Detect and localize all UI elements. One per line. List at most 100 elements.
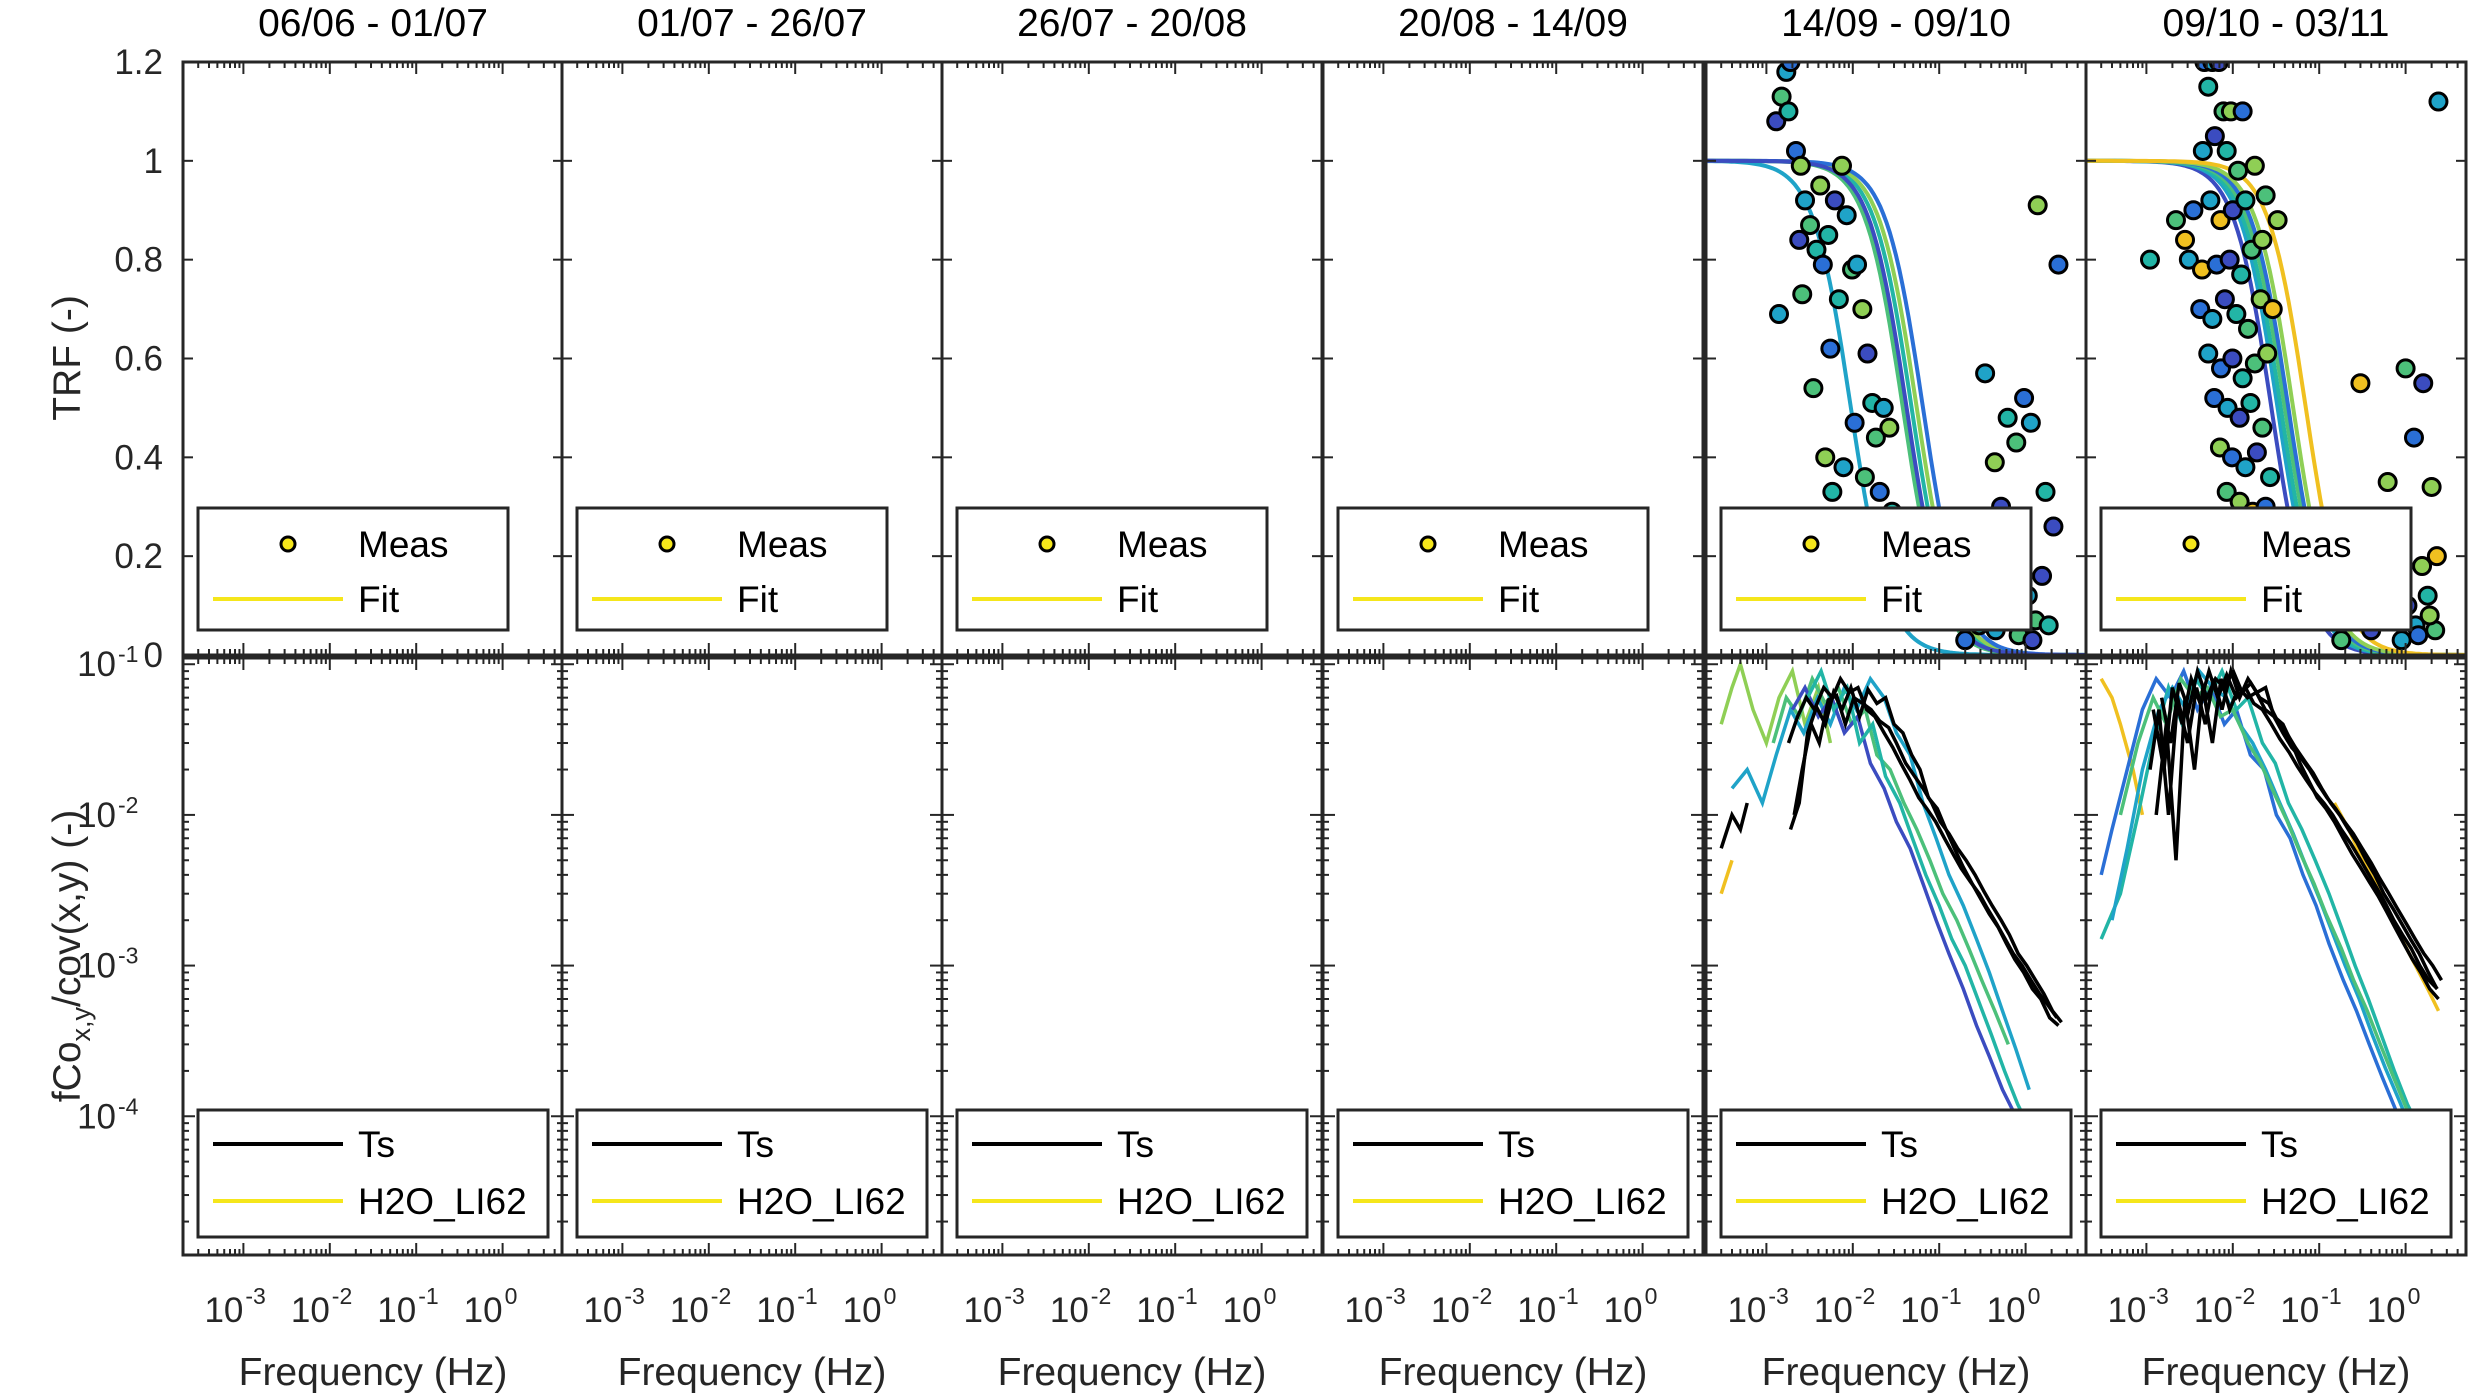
legend-meas-marker [279, 535, 297, 553]
legend-ts-label: Ts [737, 1124, 774, 1165]
meas-point [1852, 299, 1873, 320]
meas-point [2032, 565, 2053, 586]
y-axis-label-trf: TRF (-) [46, 295, 89, 421]
meas-point [2178, 249, 2199, 270]
meas-point [1818, 224, 1839, 245]
legend-meas-marker [1419, 535, 1437, 553]
meas-point [2192, 140, 2213, 161]
meas-point [2232, 101, 2253, 122]
y-tick-label: 0.8 [114, 241, 163, 280]
meas-point [2048, 254, 2069, 275]
meas-point [2226, 304, 2247, 325]
x-tick-exponent: 0 [2028, 1283, 2041, 1309]
legend-ts-label: Ts [358, 1124, 395, 1165]
x-tick-label: 10 -3 [1727, 1283, 1788, 1330]
legend-fit-label: Fit [1498, 579, 1540, 620]
legend-box [1336, 1108, 1690, 1239]
meas-point [2240, 392, 2261, 413]
y-tick-exponent: -1 [118, 641, 138, 667]
meas-point [2267, 210, 2288, 231]
meas-point [2198, 76, 2219, 97]
meas-point [1815, 447, 1836, 468]
x-tick-exponent: 0 [1264, 1283, 1277, 1309]
x-tick-label: 10 -2 [1050, 1283, 1111, 1330]
legend-h2o-label: H2O_LI62 [737, 1181, 906, 1222]
meas-point [2183, 200, 2204, 221]
meas-point [2395, 358, 2416, 379]
meas-point [2198, 343, 2219, 364]
meas-point [1857, 343, 1878, 364]
legend-h2o-label: H2O_LI62 [1498, 1181, 1667, 1222]
meas-point [1822, 481, 1843, 502]
x-tick-label: 10 0 [2367, 1283, 2421, 1330]
legend-trf: Meas Fit [575, 506, 889, 632]
x-tick-base: 10 [1727, 1291, 1766, 1330]
x-tick-base: 10 [1987, 1291, 2026, 1330]
panel-title: 06/06 - 01/07 [258, 2, 488, 45]
legend-meas-label: Meas [737, 524, 827, 565]
x-tick-label: 10 -3 [963, 1283, 1024, 1330]
h2o-cospectrum-line [2099, 666, 2436, 1163]
meas-point [2204, 388, 2225, 409]
legend-h2o-label: H2O_LI62 [1881, 1181, 2050, 1222]
x-tick-label: 10 0 [843, 1283, 897, 1330]
x-tick-base: 10 [670, 1291, 709, 1330]
x-tick-exponent: -2 [1855, 1283, 1875, 1309]
x-tick-exponent: -3 [624, 1283, 644, 1309]
meas-point [1844, 412, 1865, 433]
legend-meas-label: Meas [2261, 524, 2351, 565]
meas-point [2235, 190, 2256, 211]
meas-point [1828, 289, 1849, 310]
x-tick-label: 10 -1 [2280, 1283, 2341, 1330]
ts-cospectrum-line [1792, 692, 2063, 1024]
y-tick-label: 0.2 [114, 537, 163, 576]
meas-point [2232, 368, 2253, 389]
legend-trf: Meas Fit [1719, 506, 2033, 632]
meas-point [2426, 546, 2447, 567]
ts-cospectrum-line [2159, 664, 2439, 990]
legend-ts-label: Ts [1117, 1124, 1154, 1165]
x-tick-label: 10 -3 [1344, 1283, 1405, 1330]
meas-point [2238, 318, 2259, 339]
y-tick-base: 10 [77, 947, 116, 986]
meas-point [2222, 200, 2243, 221]
y-tick-exponent: -2 [118, 792, 138, 818]
x-tick-base: 10 [1136, 1291, 1175, 1330]
meas-point [2377, 472, 2398, 493]
legend-cospectra: Ts H2O_LI62 [2099, 1108, 2453, 1239]
legend-box [1719, 1108, 2073, 1239]
panel-title: 09/10 - 03/11 [2163, 2, 2390, 45]
meas-point [1820, 338, 1841, 359]
x-tick-base: 10 [464, 1291, 503, 1330]
legend-box [2099, 1108, 2453, 1239]
x-tick-label: 10 -1 [1136, 1283, 1197, 1330]
legend-box [1336, 506, 1650, 632]
legend-h2o-label: H2O_LI62 [358, 1181, 527, 1222]
meas-point [1778, 101, 1799, 122]
meas-point [2200, 190, 2221, 211]
meas-point [2202, 308, 2223, 329]
x-tick-base: 10 [2107, 1291, 2146, 1330]
meas-point [1997, 407, 2018, 428]
legend-cospectra: Ts H2O_LI62 [575, 1108, 929, 1239]
x-tick-base: 10 [291, 1291, 330, 1330]
x-tick-base: 10 [1517, 1291, 1556, 1330]
x-tick-base: 10 [963, 1291, 1002, 1330]
meas-point [2235, 457, 2256, 478]
meas-point [2222, 447, 2243, 468]
panel-title: 01/07 - 26/07 [637, 2, 867, 45]
meas-point [2214, 289, 2235, 310]
legend-meas-label: Meas [1117, 524, 1207, 565]
meas-point [1824, 190, 1845, 211]
legend-box [955, 506, 1269, 632]
meas-point [2331, 630, 2352, 651]
meas-point [1795, 190, 1816, 211]
x-tick-base: 10 [1900, 1291, 1939, 1330]
x-tick-label: 10 -3 [2107, 1283, 2168, 1330]
x-tick-label: 10 -1 [1517, 1283, 1578, 1330]
legend-box [2099, 506, 2413, 632]
meas-point [1869, 481, 1890, 502]
legend-meas-label: Meas [358, 524, 448, 565]
meas-point [2255, 185, 2276, 206]
